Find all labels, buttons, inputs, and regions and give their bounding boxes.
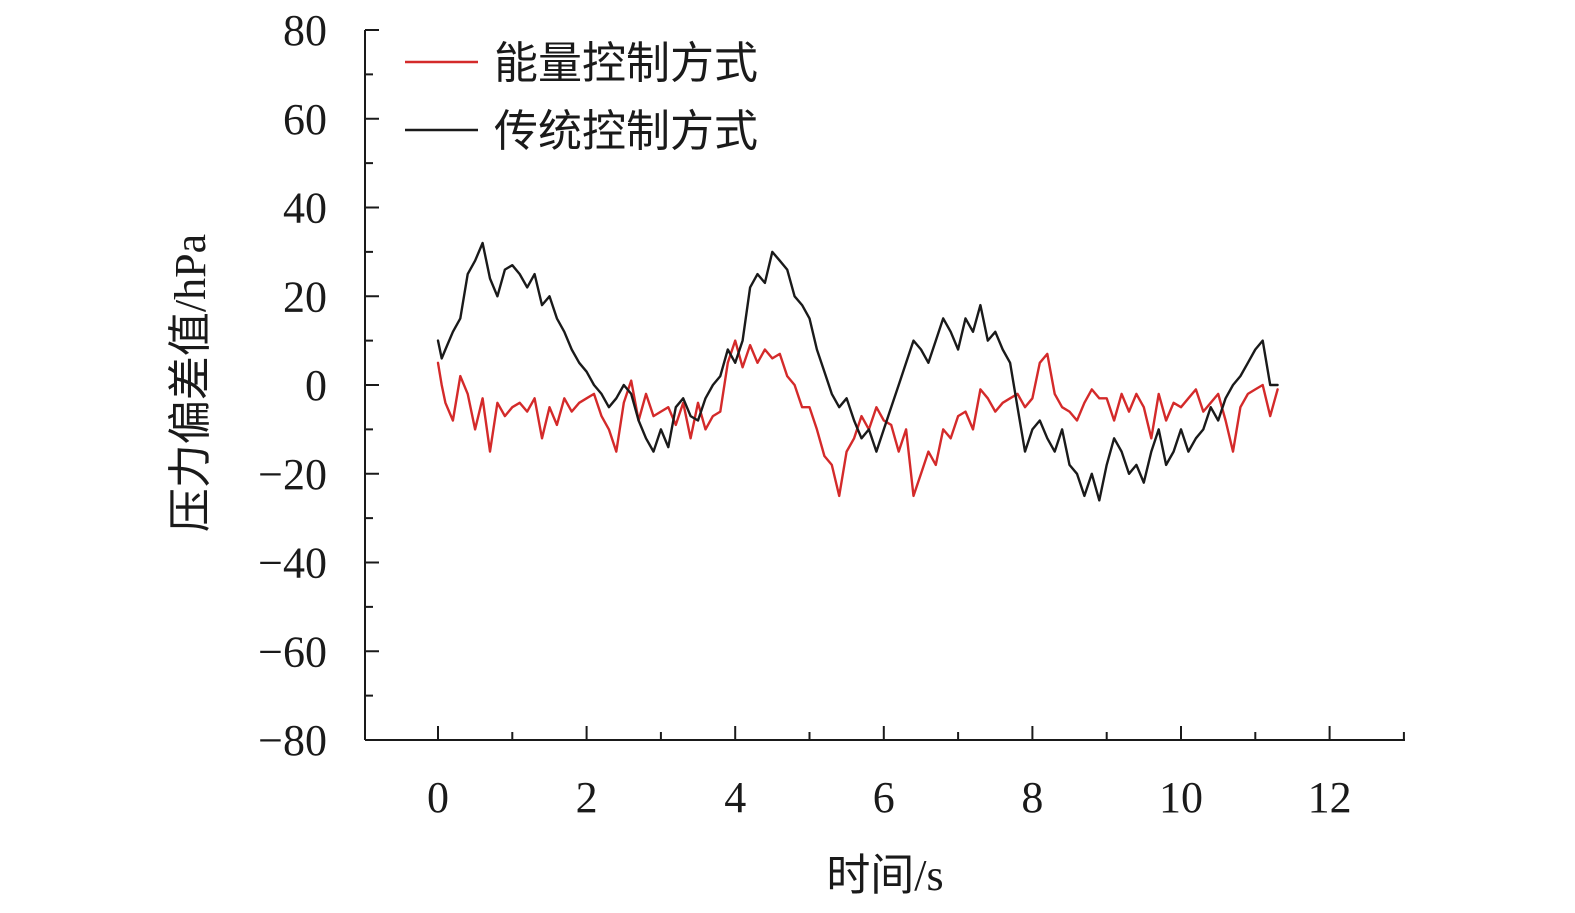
x-tick-label: 2 [576,773,598,822]
x-tick-label: 8 [1021,773,1043,822]
axes: 80 60 40 20 0 −20 −40 −60 −80 0 2 4 6 8 10 12 [258,6,1405,822]
y-tick-label: 80 [283,6,327,55]
x-tick-label: 0 [427,773,449,822]
x-tick-label: 6 [873,773,895,822]
y-tick-label: 40 [283,184,327,233]
y-tick-label: 20 [283,272,327,321]
y-axis-title: 压力偏差值/hPa [166,234,215,532]
y-tick-label: 60 [283,95,327,144]
x-tick-label: 10 [1159,773,1203,822]
y-tick-label: −20 [258,450,327,499]
x-tick-label: 4 [724,773,746,822]
y-tick-label: −60 [258,627,327,676]
plot-area [436,241,1279,502]
series-line-2 [436,241,1279,502]
legend-label-2: 传统控制方式 [494,107,758,156]
y-tick-label: −40 [258,539,327,588]
y-tick-label: 0 [305,361,327,410]
x-tick-label: 12 [1308,773,1352,822]
series-line-1 [436,339,1279,498]
x-axis-title: 时间/s [826,851,943,900]
y-tick-label: −80 [258,716,327,765]
legend-label-1: 能量控制方式 [494,39,758,88]
